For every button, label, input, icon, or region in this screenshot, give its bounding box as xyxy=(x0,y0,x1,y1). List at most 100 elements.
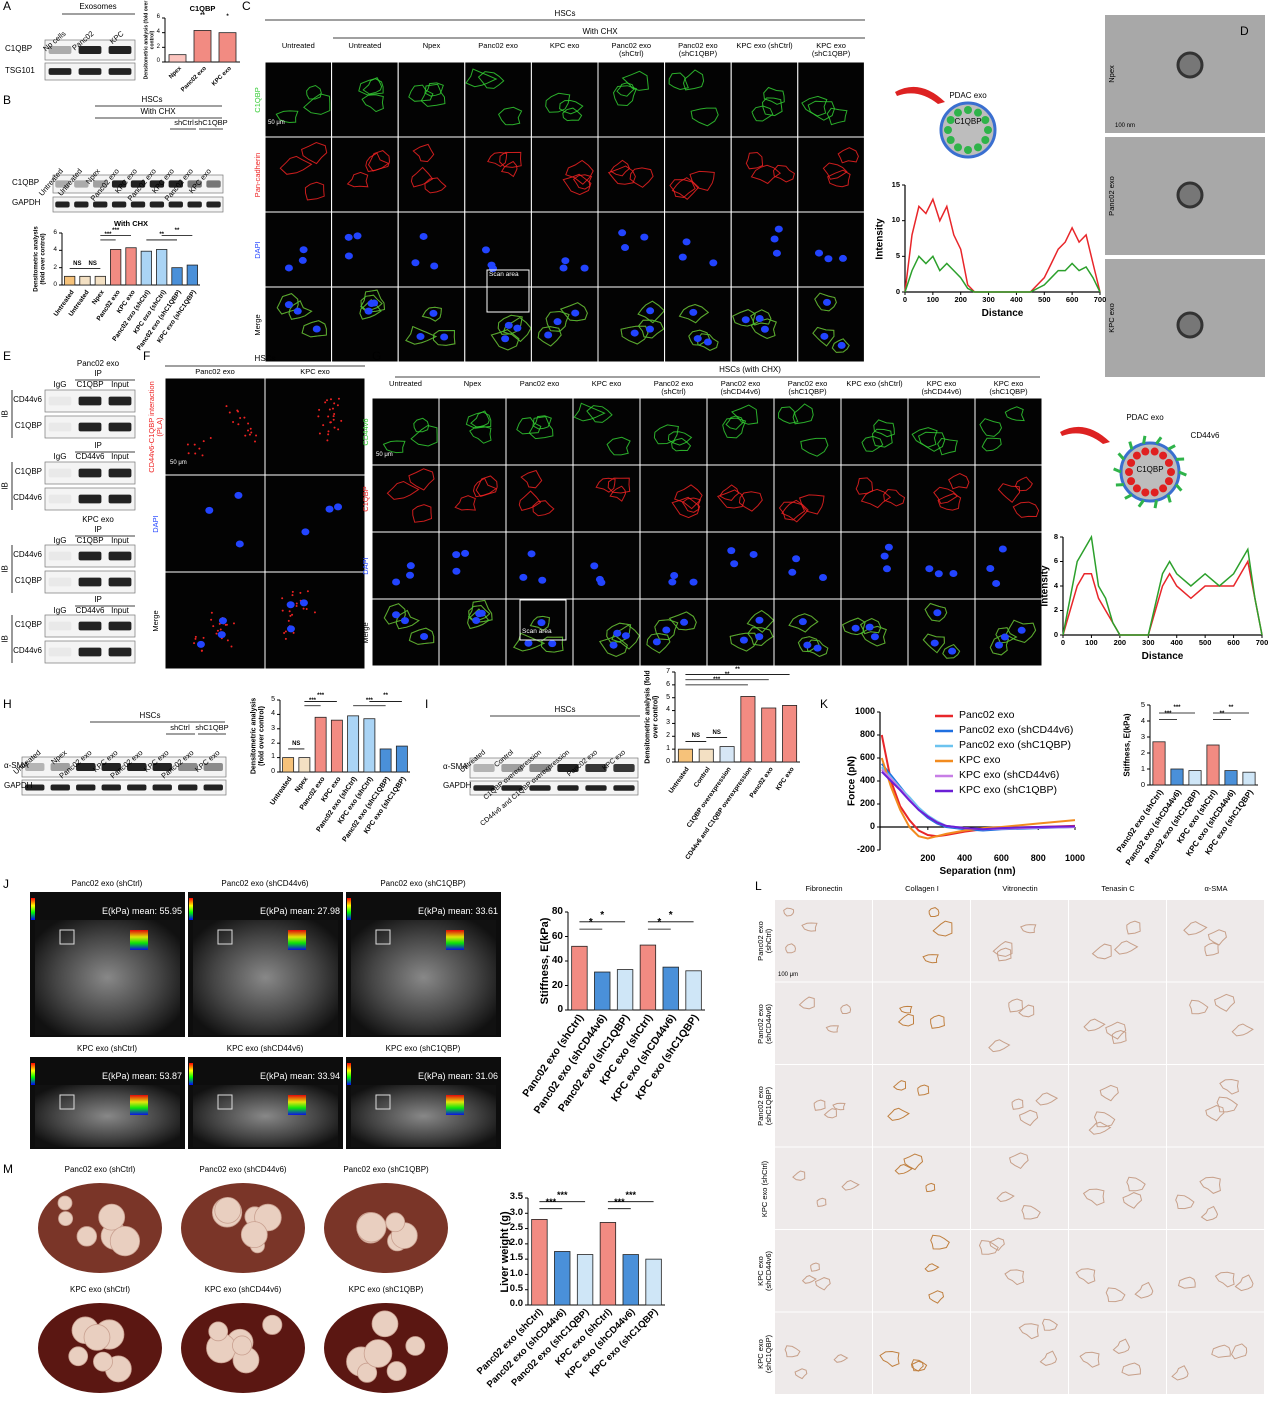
cell xyxy=(671,496,701,519)
protein xyxy=(1159,484,1168,493)
pla-dot xyxy=(295,602,298,605)
cell xyxy=(276,293,299,315)
protein xyxy=(981,116,990,124)
ultrasound-field xyxy=(351,920,496,1035)
cell xyxy=(860,488,892,509)
band xyxy=(613,785,635,791)
bar xyxy=(79,275,91,286)
micrograph xyxy=(438,397,507,466)
cell xyxy=(609,485,627,502)
micrograph xyxy=(464,286,532,363)
bar xyxy=(761,707,777,763)
cell xyxy=(565,159,594,185)
cell xyxy=(275,110,299,124)
band xyxy=(78,647,102,657)
cell xyxy=(502,316,532,343)
pla-dot xyxy=(332,415,335,418)
nucleus xyxy=(537,619,546,627)
micrograph xyxy=(664,61,732,138)
micrograph xyxy=(264,286,333,363)
micrograph xyxy=(530,211,599,288)
cell xyxy=(405,325,438,345)
band xyxy=(111,180,127,188)
stain xyxy=(879,1350,900,1367)
cell xyxy=(855,477,874,495)
nucleus xyxy=(865,623,874,631)
nucleus xyxy=(481,246,490,254)
nucleus xyxy=(822,298,831,306)
micrograph xyxy=(505,531,574,600)
pla-dot xyxy=(226,639,229,642)
micrograph xyxy=(530,136,599,213)
cell xyxy=(937,437,958,456)
nucleus xyxy=(527,550,536,558)
stain xyxy=(925,1182,936,1193)
band xyxy=(48,621,72,631)
pla-dot xyxy=(225,405,228,408)
receptor xyxy=(1166,494,1172,503)
cell xyxy=(410,424,438,447)
vesicle xyxy=(1176,51,1204,79)
micrograph xyxy=(773,397,842,466)
band xyxy=(108,494,132,504)
nucleus xyxy=(813,644,822,652)
nucleus xyxy=(344,233,353,241)
nucleus xyxy=(400,617,409,625)
protein xyxy=(1127,458,1136,467)
stain xyxy=(1035,1092,1059,1106)
nucleus xyxy=(205,506,214,514)
micrograph xyxy=(505,397,574,466)
cell xyxy=(841,617,866,636)
pla-dot xyxy=(291,613,294,616)
pla-dot xyxy=(249,427,252,430)
cell xyxy=(408,627,435,645)
nucleus xyxy=(286,601,295,609)
ihc-image xyxy=(1069,1230,1166,1312)
roi xyxy=(59,929,75,945)
cell xyxy=(572,174,593,190)
stain xyxy=(1126,920,1141,935)
bar xyxy=(782,705,798,763)
nucleus xyxy=(217,631,226,639)
colorbar xyxy=(347,1063,351,1085)
blot xyxy=(21,779,227,796)
receptor xyxy=(1124,493,1133,500)
cell xyxy=(383,603,406,625)
band xyxy=(48,551,72,561)
ihc-image xyxy=(971,1065,1068,1147)
micrograph xyxy=(572,531,641,600)
micrograph xyxy=(438,464,507,533)
stain xyxy=(917,1084,930,1096)
cell xyxy=(668,611,697,631)
band xyxy=(206,180,221,188)
stain xyxy=(924,1263,940,1273)
tumor xyxy=(93,1351,113,1372)
stain xyxy=(816,1197,827,1208)
micrograph xyxy=(530,61,599,138)
nucleus xyxy=(553,318,562,326)
pla-dot xyxy=(243,416,246,419)
stain xyxy=(1121,1362,1141,1376)
stain xyxy=(1018,1109,1039,1127)
pla-dot xyxy=(291,590,294,593)
pla-dot xyxy=(337,428,340,431)
protein xyxy=(1164,477,1173,486)
cell xyxy=(831,338,850,353)
nucleus xyxy=(819,573,828,581)
cell xyxy=(1005,619,1037,644)
nucleus xyxy=(501,335,510,343)
cell xyxy=(812,326,835,347)
band xyxy=(557,764,579,772)
band xyxy=(178,763,198,771)
nucleus xyxy=(590,562,599,570)
stain xyxy=(1134,1281,1154,1299)
micrograph xyxy=(706,598,775,667)
band xyxy=(613,764,635,772)
nucleus xyxy=(488,265,497,273)
band xyxy=(473,785,495,791)
cell xyxy=(595,477,616,493)
arrow xyxy=(1060,426,1110,444)
micrograph xyxy=(730,61,799,138)
nucleus xyxy=(597,579,606,587)
micrograph xyxy=(164,571,266,670)
